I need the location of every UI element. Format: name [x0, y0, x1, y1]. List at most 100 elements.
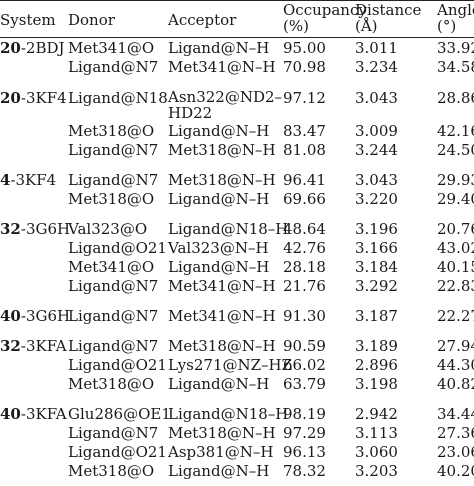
system-group: 4-3KF4 Ligand@N7 Met318@N–H 96.41 3.043 29.93…	[0, 171, 474, 209]
cell-angle: 28.86	[437, 89, 474, 107]
system-number: 32	[0, 220, 21, 238]
system-number: 40	[0, 307, 21, 325]
cell-distance: 3.198	[355, 375, 398, 393]
cell-system: 40-3G6H	[0, 307, 70, 326]
table-row: Met318@O Ligand@N–H 78.32 3.203 40.20	[0, 462, 474, 481]
cell-occupancy: 63.79	[283, 375, 326, 393]
cell-donor: Met318@O	[68, 190, 155, 208]
cell-distance: 3.196	[355, 220, 398, 238]
cell-angle: 43.02	[437, 239, 474, 257]
cell-angle: 33.92	[437, 39, 474, 57]
cell-occupancy: 90.59	[283, 337, 326, 355]
header-distance: Distance (Å)	[355, 2, 421, 34]
cell-acceptor: Met318@N–H	[168, 171, 276, 189]
cell-angle: 20.76	[437, 220, 474, 238]
cell-donor: Met341@O	[68, 258, 155, 276]
cell-acceptor: Met341@N–H	[168, 307, 276, 325]
header-occupancy-line2: (%)	[283, 17, 309, 35]
cell-donor: Met341@O	[68, 39, 155, 57]
cell-acceptor: Ligand@N–H	[168, 375, 270, 393]
header-angle-line1: Angle	[437, 1, 474, 19]
cell-donor: Ligand@O21	[68, 356, 167, 374]
cell-donor: Ligand@N18	[68, 89, 168, 107]
group-spacer	[0, 160, 474, 171]
acceptor-line-2: HD22	[168, 104, 213, 122]
cell-acceptor: Ligand@N–H	[168, 122, 270, 140]
cell-occupancy: 96.41	[283, 171, 326, 189]
cell-system: 20-3KF4	[0, 90, 67, 106]
table-row: 32-3KFA Ligand@N7 Met318@N–H 90.59 3.189 27.9…	[0, 337, 474, 356]
table-top-rule	[0, 0, 474, 1]
table-row: Met318@O Ligand@N–H 63.79 3.198 40.82	[0, 375, 474, 394]
table-row: Met318@O Ligand@N–H 69.66 3.220 29.40	[0, 190, 474, 209]
system-number: 20	[0, 89, 21, 107]
cell-occupancy: 95.00	[283, 39, 326, 57]
header-acceptor: Acceptor	[168, 11, 237, 29]
cell-acceptor: Ligand@N–H	[168, 190, 270, 208]
system-group: 40-3G6H Ligand@N7 Met341@N–H 91.30 3.187 22.2…	[0, 307, 474, 326]
cell-donor: Glu286@OE1	[68, 405, 171, 423]
table-row: Met318@O Ligand@N–H 83.47 3.009 42.16	[0, 122, 474, 141]
cell-donor: Ligand@N7	[68, 337, 159, 355]
table-row: 32-3G6H Val323@O Ligand@N18–H 48.64 3.196 20.…	[0, 220, 474, 239]
cell-distance: 3.060	[355, 443, 398, 461]
system-name: -3KFA	[20, 405, 67, 423]
cell-occupancy: 97.12	[283, 89, 326, 107]
cell-acceptor: Ligand@N–H	[168, 462, 270, 480]
group-spacer	[0, 296, 474, 307]
cell-system: 4-3KF4	[0, 171, 56, 190]
cell-donor: Ligand@N7	[68, 277, 159, 295]
cell-system: 32-3KFA	[0, 337, 67, 356]
cell-acceptor: Ligand@N–H	[168, 39, 270, 57]
table-row: Ligand@N7 Met341@N–H 21.76 3.292 22.83	[0, 277, 474, 296]
cell-distance: 3.220	[355, 190, 398, 208]
table-row: Ligand@N7 Met341@N–H 70.98 3.234 34.58	[0, 58, 474, 77]
cell-distance: 3.043	[355, 89, 398, 107]
cell-donor: Ligand@O21	[68, 239, 167, 257]
cell-system: 20-2BDJ	[0, 39, 65, 58]
header-angle: Angle (°)	[437, 2, 474, 34]
cell-distance: 3.187	[355, 307, 398, 325]
cell-acceptor: Ligand@N18–H	[168, 405, 289, 423]
system-name: -3KF4	[20, 89, 67, 107]
cell-angle: 40.15	[437, 258, 474, 276]
header-distance-line2: (Å)	[355, 17, 378, 35]
cell-acceptor: Val323@N–H	[168, 239, 269, 257]
table-row: 40-3G6H Ligand@N7 Met341@N–H 91.30 3.187 22.2…	[0, 307, 474, 326]
header-donor: Donor	[68, 11, 115, 29]
system-name: -2BDJ	[20, 39, 65, 57]
cell-occupancy: 91.30	[283, 307, 326, 325]
cell-angle: 22.83	[437, 277, 474, 295]
system-group: 32-3G6H Val323@O Ligand@N18–H 48.64 3.196 20.…	[0, 220, 474, 296]
cell-acceptor: Met341@N–H	[168, 277, 276, 295]
cell-acceptor: Ligand@N–H	[168, 258, 270, 276]
cell-angle: 34.58	[437, 58, 474, 76]
cell-donor: Met318@O	[68, 462, 155, 480]
table-row: Ligand@N7 Met318@N–H 81.08 3.244 24.50	[0, 141, 474, 160]
cell-distance: 3.234	[355, 58, 398, 76]
cell-occupancy: 83.47	[283, 122, 326, 140]
cell-distance: 3.203	[355, 462, 398, 480]
table-header-rule	[0, 37, 474, 38]
table-row: 40-3KFA Glu286@OE1 Ligand@N18–H 98.19 2.942 3…	[0, 405, 474, 424]
system-group: 32-3KFA Ligand@N7 Met318@N–H 90.59 3.189 27.9…	[0, 337, 474, 394]
cell-occupancy: 98.19	[283, 405, 326, 423]
cell-occupancy: 78.32	[283, 462, 326, 480]
cell-distance: 3.011	[355, 39, 398, 57]
system-name: -3KFA	[20, 337, 67, 355]
system-name: -3G6H	[20, 307, 71, 325]
cell-acceptor: Lys271@NZ–HZ	[168, 356, 293, 374]
cell-acceptor: Ligand@N18–H	[168, 220, 289, 238]
table-body: 20-2BDJMet341@OLigand@N–H95.003.01133.92…	[0, 39, 474, 481]
cell-distance: 2.896	[355, 356, 398, 374]
cell-distance: 3.292	[355, 277, 398, 295]
cell-distance: 3.113	[355, 424, 398, 442]
cell-occupancy: 21.76	[283, 277, 326, 295]
group-spacer	[0, 209, 474, 220]
system-name: -3KF4	[10, 171, 57, 189]
cell-angle: 44.30	[437, 356, 474, 374]
